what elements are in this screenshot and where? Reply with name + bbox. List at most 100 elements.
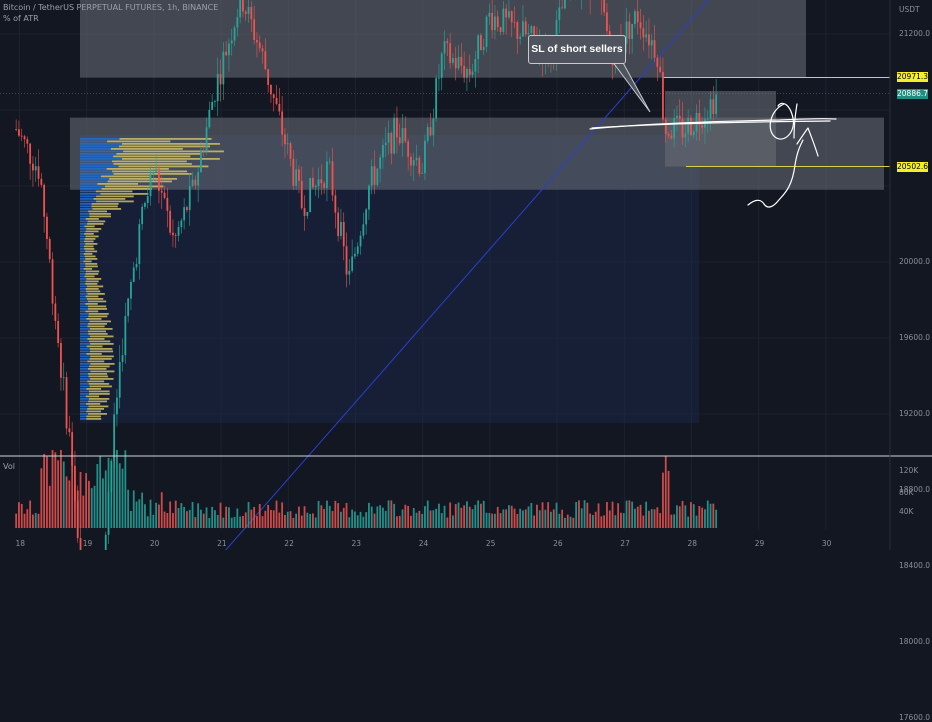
- profile-bar-buy: [80, 298, 87, 300]
- volume-bar: [286, 511, 289, 528]
- profile-bar-sell: [86, 403, 101, 405]
- candle-body: [160, 190, 163, 193]
- volume-bar: [323, 508, 326, 528]
- candle-body: [141, 206, 144, 225]
- volume-bar: [281, 502, 284, 528]
- volume-bar: [625, 500, 628, 528]
- candle-body: [561, 7, 564, 9]
- volume-bar: [494, 513, 496, 528]
- candle-body: [233, 27, 236, 41]
- volume-bar: [583, 500, 586, 528]
- volume-bar: [496, 506, 499, 528]
- profile-bar-buy: [80, 240, 85, 243]
- candle-body: [401, 128, 404, 144]
- profile-bar-buy: [80, 330, 88, 333]
- profile-bar-sell: [88, 323, 107, 325]
- volume-bar: [706, 500, 709, 528]
- profile-bar-sell: [83, 260, 92, 263]
- callout-sl-short-sellers[interactable]: SL of short sellers: [528, 35, 626, 64]
- candle-body: [331, 161, 334, 196]
- candle-body: [396, 117, 398, 138]
- volume-bar: [359, 511, 362, 528]
- profile-bar-buy: [80, 163, 114, 165]
- candle-body: [177, 227, 180, 236]
- symbol-title[interactable]: Bitcoin / TetherUS PERPETUAL FUTURES, 1h…: [3, 3, 219, 12]
- profile-bar-buy: [80, 315, 89, 318]
- drawn-stroke-circle: [769, 102, 795, 140]
- candle-body: [18, 129, 20, 136]
- profile-bar-buy: [80, 348, 90, 350]
- volume-bar: [502, 509, 505, 528]
- volume-bar: [365, 512, 368, 528]
- candle-body: [250, 6, 253, 20]
- profile-bar-buy: [80, 300, 88, 303]
- profile-bar-buy: [80, 378, 91, 380]
- profile-bar-sell: [88, 210, 108, 213]
- volume-bar: [538, 510, 541, 528]
- volume-bar: [54, 452, 57, 528]
- candle-body: [636, 11, 639, 23]
- candle-body: [687, 117, 690, 134]
- volume-bar: [158, 504, 160, 528]
- time-tick: 24: [418, 539, 429, 548]
- profile-bar-sell: [100, 193, 149, 195]
- profile-bar-sell: [86, 298, 104, 300]
- profile-bar-sell: [95, 190, 133, 193]
- volume-bar: [544, 509, 547, 528]
- profile-bar-buy: [80, 355, 91, 358]
- volume-bar: [169, 501, 172, 528]
- profile-bar-sell: [86, 415, 101, 418]
- profile-bar-buy: [80, 180, 108, 183]
- candle-body: [166, 197, 169, 211]
- candle-body: [62, 377, 65, 379]
- profile-bar-buy: [80, 268, 84, 270]
- profile-bar-buy: [80, 190, 96, 193]
- volume-bar: [676, 505, 678, 528]
- volume-bar: [636, 506, 639, 528]
- volume-bar: [88, 480, 90, 528]
- volume-bar: [522, 510, 524, 528]
- volume-bar: [160, 492, 163, 528]
- candle-body: [20, 135, 23, 137]
- candle-body: [370, 166, 373, 186]
- indicator-label[interactable]: % of ATR: [3, 14, 39, 23]
- profile-bar-sell: [90, 363, 115, 365]
- candle-body: [510, 11, 513, 23]
- volume-label[interactable]: Vol: [3, 462, 15, 471]
- profile-bar-sell: [89, 340, 111, 343]
- profile-bar-buy: [80, 393, 89, 395]
- volume-bar: [634, 508, 636, 528]
- volume-bar: [110, 463, 113, 528]
- profile-bar-buy: [80, 345, 87, 348]
- volume-bar: [580, 508, 583, 528]
- profile-bar-sell: [85, 218, 99, 220]
- volume-bar: [71, 451, 74, 528]
- volume-bar: [152, 514, 155, 528]
- volume-bar: [631, 501, 634, 528]
- volume-bar: [340, 511, 342, 528]
- profile-bar-buy: [80, 155, 114, 158]
- volume-bar: [242, 515, 244, 528]
- candle-body: [174, 235, 177, 236]
- candle-body: [603, 0, 606, 13]
- volume-bar: [628, 500, 631, 528]
- volume-bar: [368, 502, 370, 528]
- volume-bar: [68, 480, 71, 528]
- candle-body: [435, 78, 438, 119]
- candle-body: [496, 16, 499, 28]
- chart-canvas[interactable]: [0, 0, 932, 550]
- volume-bar: [113, 450, 116, 528]
- volume-bar: [104, 470, 107, 528]
- profile-bar-buy: [80, 398, 89, 400]
- candle-body: [158, 168, 160, 191]
- profile-bar-sell: [85, 250, 98, 253]
- candle-body: [384, 142, 387, 146]
- candle-body: [127, 298, 130, 317]
- profile-bar-sell: [97, 183, 139, 185]
- candle-body: [298, 169, 300, 181]
- candle-body: [712, 99, 715, 115]
- profile-bar-sell: [87, 360, 105, 363]
- volume-bar: [275, 500, 278, 528]
- volume-bar: [62, 461, 65, 528]
- volume-bar: [513, 508, 516, 528]
